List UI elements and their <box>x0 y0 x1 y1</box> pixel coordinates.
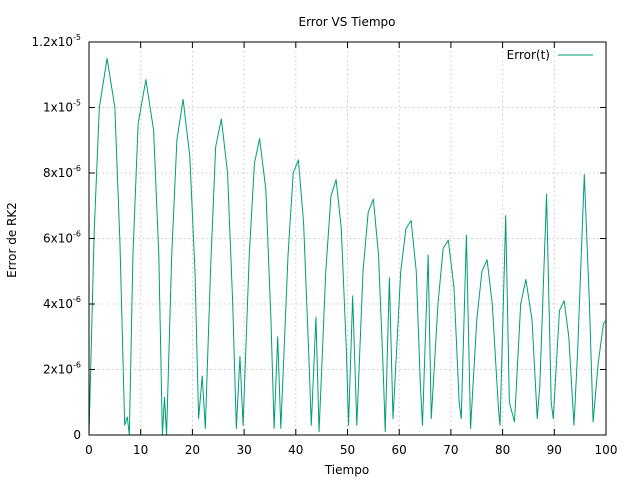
series-layer <box>88 57 607 436</box>
y-tick-label: 6x10-6 <box>43 230 81 246</box>
y-tick-label-base: 2x10 <box>43 363 73 377</box>
y-tick-label: 4x10-6 <box>43 295 81 311</box>
x-tick-label: 20 <box>185 443 200 457</box>
y-tick-label: 1x10-5 <box>43 99 81 115</box>
y-tick-label-base: 0 <box>73 428 81 442</box>
y-tick-label-exponent: -5 <box>73 33 81 42</box>
series-line-error <box>88 57 607 436</box>
x-axis-label: Tiempo <box>324 463 369 477</box>
x-tick-label: 40 <box>288 443 303 457</box>
x-tick-label: 100 <box>595 443 618 457</box>
x-tick-label: 80 <box>495 443 510 457</box>
y-tick-label-base: 6x10 <box>43 232 73 246</box>
x-tick-label: 90 <box>547 443 562 457</box>
y-tick-label: 8x10-6 <box>43 164 81 180</box>
y-tick-label-exponent: -6 <box>73 230 81 239</box>
x-tick-label: 30 <box>236 443 251 457</box>
x-tick-label: 0 <box>85 443 93 457</box>
y-tick-label-base: 1x10 <box>43 101 73 115</box>
y-tick-label: 0 <box>73 428 81 442</box>
legend-label: Error(t) <box>507 48 550 62</box>
y-axis-label: Error de RK2 <box>5 202 19 278</box>
x-tick-label: 60 <box>392 443 407 457</box>
y-tick-label-base: 4x10 <box>43 297 73 311</box>
y-tick-label-exponent: -6 <box>73 164 81 173</box>
chart-title: Error VS Tiempo <box>298 15 395 29</box>
y-tick-label-base: 1.2x10 <box>32 35 73 49</box>
x-tick-label: 10 <box>133 443 148 457</box>
y-tick-label-base: 8x10 <box>43 166 73 180</box>
axis-ticks: 0 10 20 30 40 50 60 70 80 90 10002x10-64x10-66x10-… <box>32 33 618 457</box>
y-tick-label-exponent: -6 <box>73 295 81 304</box>
y-tick-label-exponent: -5 <box>73 99 81 108</box>
x-tick-label: 50 <box>340 443 355 457</box>
y-tick-label: 2x10-6 <box>43 361 81 377</box>
y-tick-label: 1.2x10-5 <box>32 33 81 49</box>
y-tick-label-exponent: -6 <box>73 361 81 370</box>
legend: Error(t) <box>507 48 593 62</box>
x-tick-label: 70 <box>443 443 458 457</box>
